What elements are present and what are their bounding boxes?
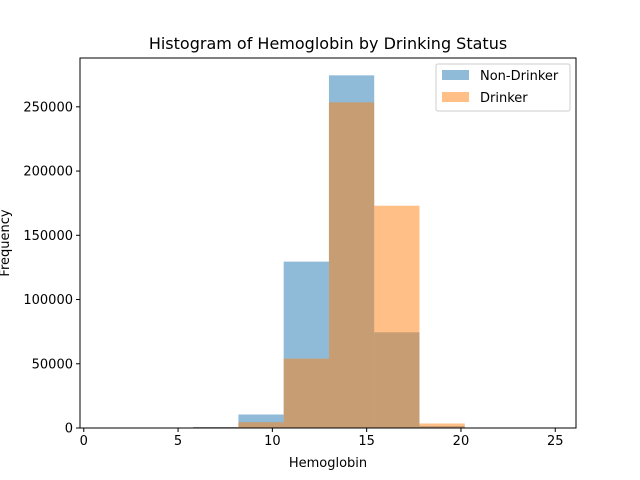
x-tick-label: 5 xyxy=(174,434,182,449)
x-tick-label: 0 xyxy=(80,434,88,449)
legend-label-non-drinker: Non-Drinker xyxy=(480,69,559,84)
y-tick-label: 0 xyxy=(65,422,73,437)
y-tick-label: 150000 xyxy=(23,229,73,244)
bar-drinker-3 xyxy=(238,422,284,428)
y-axis-ticks: 0 50000 100000 150000 200000 250000 xyxy=(23,100,80,437)
y-tick-label: 200000 xyxy=(23,165,73,180)
x-tick-label: 15 xyxy=(358,434,375,449)
bar-drinker-7 xyxy=(419,423,465,428)
x-tick-label: 25 xyxy=(547,434,564,449)
legend-label-drinker: Drinker xyxy=(480,91,528,106)
x-tick-label: 10 xyxy=(264,434,281,449)
bars-group xyxy=(193,75,465,429)
legend-frame xyxy=(435,63,571,112)
y-tick-label: 50000 xyxy=(32,357,73,372)
x-axis-ticks: 0 5 10 15 20 25 xyxy=(80,428,564,449)
chart-title: Histogram of Hemoglobin by Drinking Stat… xyxy=(149,34,507,53)
legend: Non-Drinker Drinker xyxy=(435,63,571,112)
y-tick-label: 100000 xyxy=(23,293,73,308)
axes-frame xyxy=(79,57,577,429)
legend-swatch-non-drinker xyxy=(442,70,469,80)
y-tick-label: 250000 xyxy=(23,100,73,115)
legend-swatch-drinker xyxy=(442,92,469,102)
bar-drinker-5 xyxy=(328,102,375,429)
x-axis-label: Hemoglobin xyxy=(289,456,367,471)
x-tick-label: 20 xyxy=(453,434,470,449)
bar-drinker-6 xyxy=(374,205,420,428)
y-axis-label: Frequency xyxy=(0,209,13,276)
bar-drinker-4 xyxy=(283,358,329,428)
